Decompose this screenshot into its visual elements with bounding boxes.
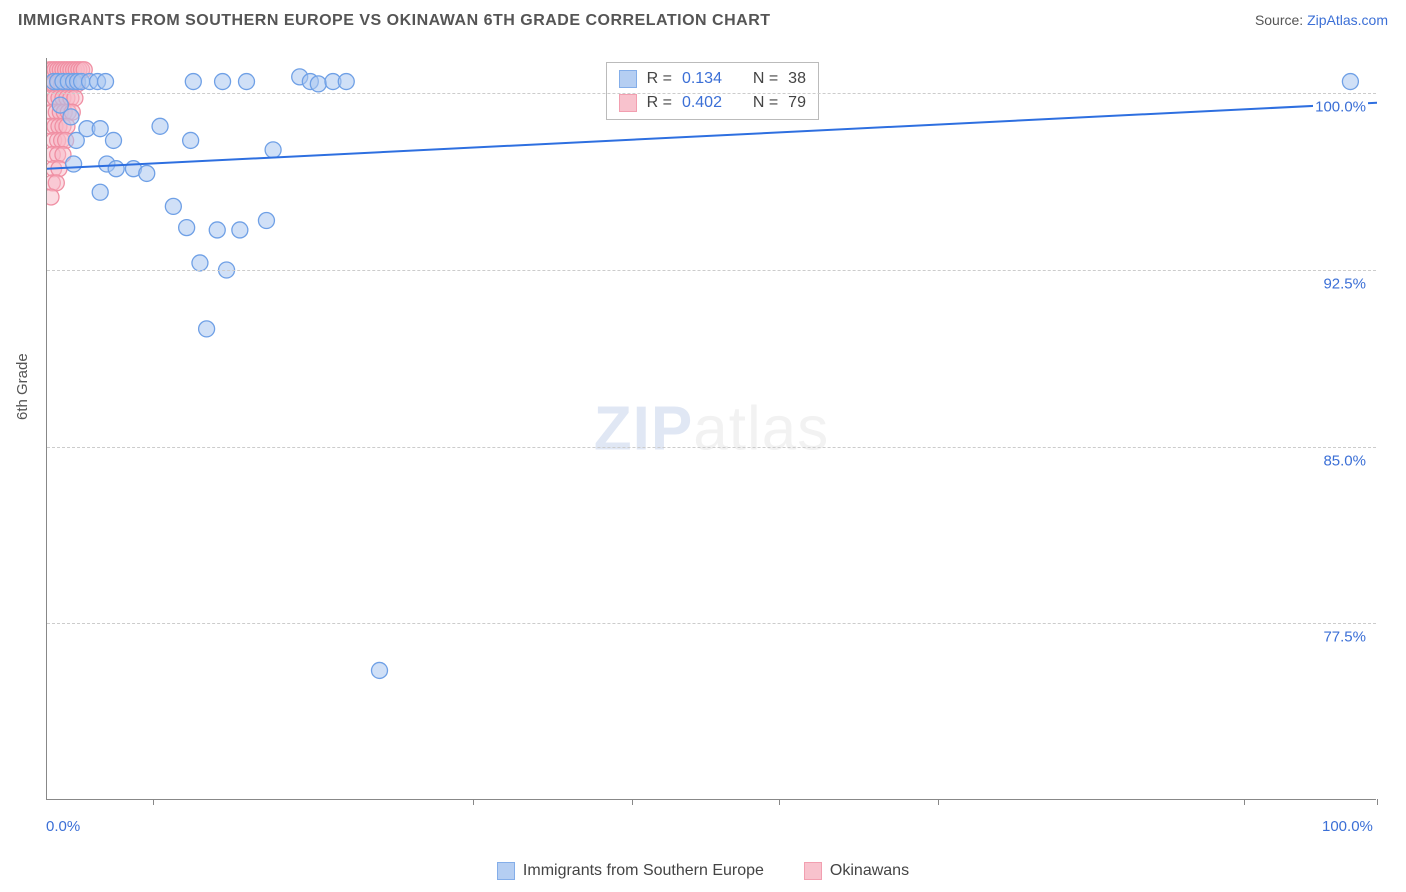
x-tick [473, 799, 474, 805]
y-tick-label: 85.0% [1321, 452, 1368, 469]
se-point [192, 255, 208, 271]
se-point [265, 142, 281, 158]
se-point [106, 132, 122, 148]
x-tick [779, 799, 780, 805]
se-point [199, 321, 215, 337]
x-tick [632, 799, 633, 805]
stat-n-label: N = [744, 67, 778, 91]
se-point [92, 184, 108, 200]
legend-item-se: Immigrants from Southern Europe [497, 862, 764, 880]
se-point [232, 222, 248, 238]
legend-label: Okinawans [830, 862, 909, 880]
x-tick [938, 799, 939, 805]
stats-box: R = 0.134 N = 38R = 0.402 N = 79 [606, 62, 819, 120]
legend-swatch-ok-icon [619, 94, 637, 112]
se-point [183, 132, 199, 148]
se-point [338, 74, 354, 90]
se-point [98, 74, 114, 90]
source-attribution: Source: ZipAtlas.com [1255, 12, 1388, 30]
gridline-h [47, 623, 1376, 624]
y-tick-label: 92.5% [1321, 276, 1368, 293]
se-point [1342, 74, 1358, 90]
x-tick [153, 799, 154, 805]
legend-item-ok: Okinawans [804, 862, 909, 880]
plot-svg [47, 58, 1377, 800]
source-link[interactable]: ZipAtlas.com [1307, 12, 1388, 28]
se-point [108, 161, 124, 177]
bottom-legend: Immigrants from Southern Europe Okinawans [0, 862, 1406, 880]
se-point [179, 220, 195, 236]
gridline-h [47, 93, 1376, 94]
se-point [372, 662, 388, 678]
se-point [152, 118, 168, 134]
stat-r-label: R = [647, 67, 672, 91]
se-point [92, 121, 108, 137]
legend-swatch-ok-icon [804, 862, 822, 880]
se-point [165, 198, 181, 214]
se-point [215, 74, 231, 90]
se-point [209, 222, 225, 238]
stats-row-se: R = 0.134 N = 38 [619, 67, 806, 91]
se-point [185, 74, 201, 90]
ok-point [47, 189, 59, 205]
se-point [63, 109, 79, 125]
se-point [310, 76, 326, 92]
x-tick [1377, 799, 1378, 805]
y-tick-label: 100.0% [1313, 99, 1368, 116]
se-point [139, 165, 155, 181]
y-axis-title: 6th Grade [14, 353, 31, 420]
x-tick [1244, 799, 1245, 805]
chart-title: IMMIGRANTS FROM SOUTHERN EUROPE VS OKINA… [18, 12, 771, 30]
x-axis-max-label: 100.0% [1322, 818, 1373, 835]
source-prefix: Source: [1255, 12, 1307, 28]
se-point [66, 156, 82, 172]
legend-label: Immigrants from Southern Europe [523, 862, 764, 880]
stat-n-value: 38 [788, 67, 806, 91]
gridline-h [47, 447, 1376, 448]
se-point [239, 74, 255, 90]
plot-wrapper: ZIPatlas R = 0.134 N = 38R = 0.402 N = 7… [46, 58, 1376, 800]
x-axis-min-label: 0.0% [46, 818, 80, 835]
legend-swatch-se-icon [619, 70, 637, 88]
y-tick-label: 77.5% [1321, 629, 1368, 646]
legend-swatch-se-icon [497, 862, 515, 880]
plot-area: ZIPatlas R = 0.134 N = 38R = 0.402 N = 7… [46, 58, 1376, 800]
se-point [258, 213, 274, 229]
stat-r-value: 0.134 [682, 67, 734, 91]
gridline-h [47, 270, 1376, 271]
